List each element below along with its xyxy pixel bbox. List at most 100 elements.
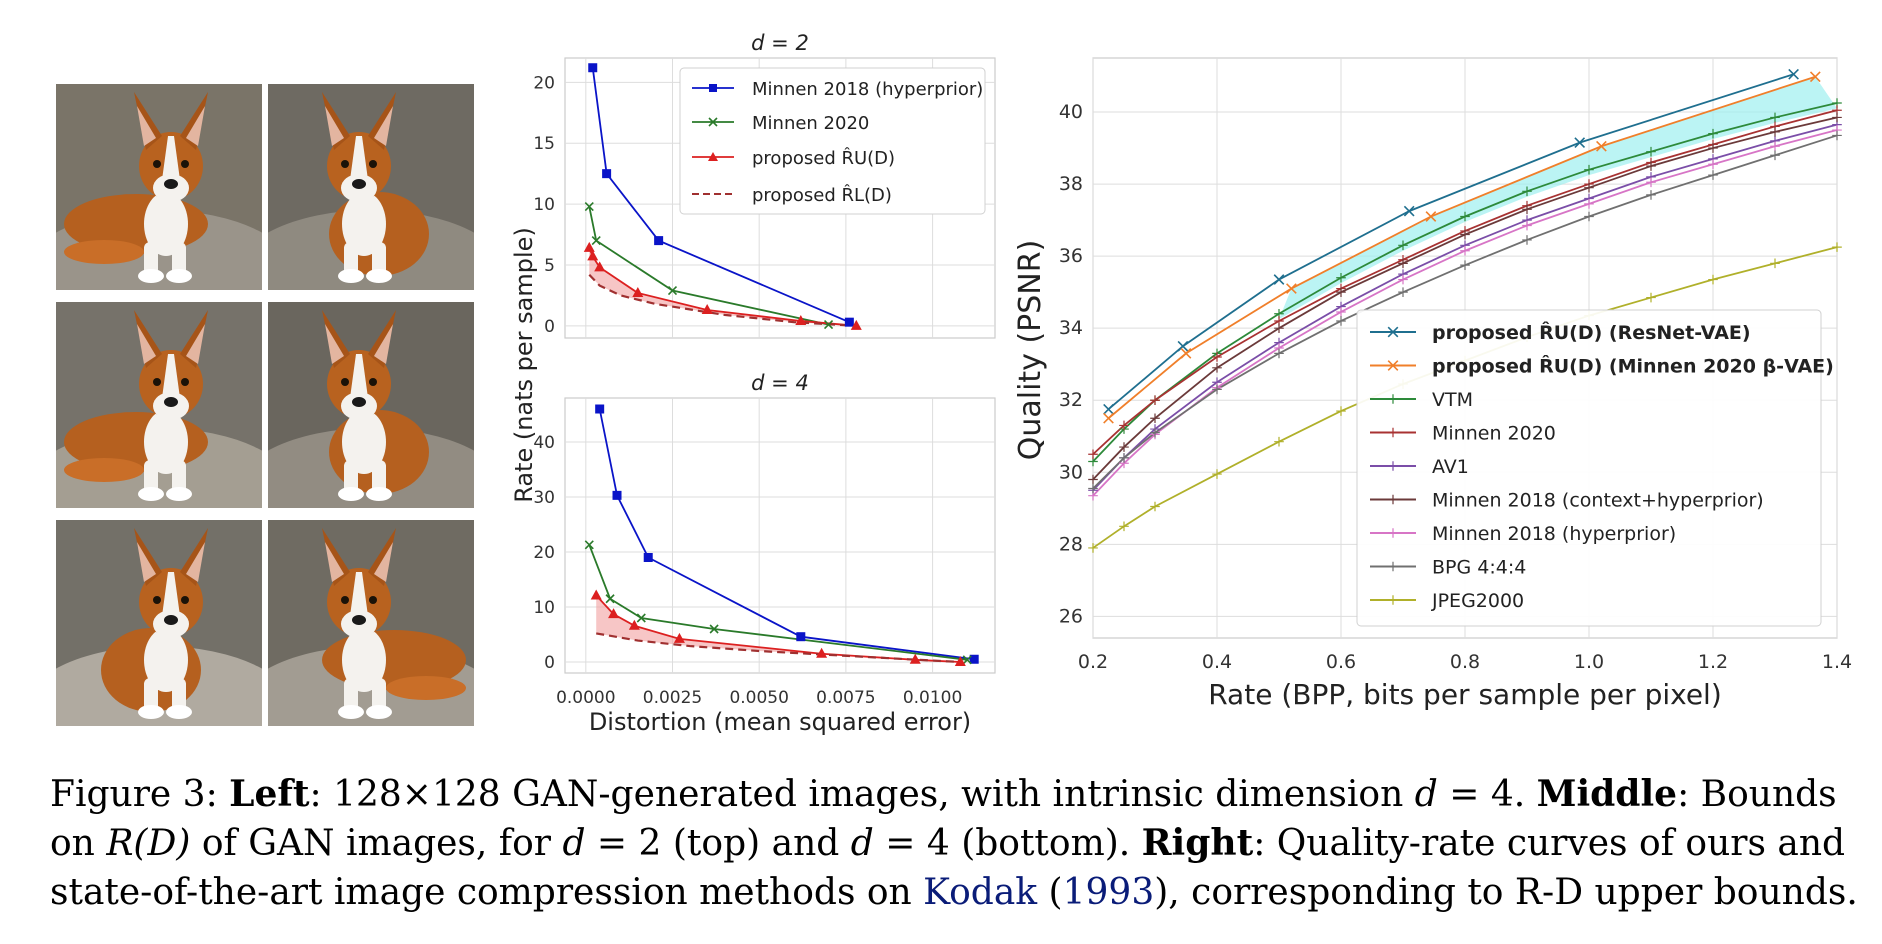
data-point-2-5-12: [1770, 127, 1780, 137]
series-line-0-0: [591, 67, 850, 324]
data-point-2-1-4: [1596, 140, 1607, 152]
data-point-2-7-3: [1212, 384, 1222, 395]
data-point-1-2-3: [673, 632, 685, 643]
data-point-2-7-0: [1088, 483, 1098, 494]
xtick-label: 1.4: [1822, 651, 1852, 673]
legend-marker-7: [1388, 561, 1398, 572]
caption-line2-a: on: [50, 823, 107, 864]
psnr-ylabel: Quality (PSNR): [1013, 240, 1048, 461]
data-point-2-2-5: [1336, 272, 1346, 283]
xtick-label: 0.2: [1078, 651, 1108, 673]
series-line-0-1: [588, 206, 829, 326]
ytick-label: 40: [1059, 101, 1083, 123]
caption-line3-c: ), corresponding to R-D upper bounds.: [1154, 872, 1858, 913]
series-line-2-1: [1107, 75, 1816, 419]
data-point-2-8-12: [1770, 258, 1780, 269]
data-point-2-5-13: [1832, 112, 1842, 123]
legend-marker-2: [1388, 394, 1398, 404]
data-point-2-2-8: [1522, 186, 1532, 197]
legend-label-2: VTM: [1432, 389, 1473, 411]
caption-kodak-link[interactable]: Kodak: [923, 872, 1038, 913]
gan-image-1: [56, 84, 262, 290]
data-point-2-2-11: [1708, 128, 1718, 139]
data-point-2-5-0: [1088, 474, 1098, 485]
data-point-2-6-5: [1336, 307, 1346, 317]
data-point-2-6-8: [1522, 220, 1532, 231]
ytick-label: 20: [533, 73, 555, 93]
caption-middle-text: : Bounds: [1677, 774, 1837, 815]
xtick-label: 0.0000: [556, 688, 615, 708]
caption-line-2: on R(D) of GAN images, for d = 2 (top) a…: [50, 819, 1870, 868]
data-point-2-5-8: [1522, 204, 1532, 215]
data-point-1-2-5: [909, 653, 921, 664]
caption-eq2-top: = 2 (top) and: [585, 823, 851, 864]
series-line-2-7: [1092, 134, 1838, 490]
legend-d2-proposed-upper: proposed R̂U(D): [752, 148, 895, 169]
data-point-0-2-3: [632, 286, 644, 297]
data-point-1-0-0: [595, 404, 605, 414]
ytick-label: 34: [1059, 317, 1083, 339]
data-point-1-1-2: [636, 613, 646, 623]
legend-marker-3: [1388, 427, 1398, 438]
middle-ylabel: Rate (nats per sample): [510, 227, 538, 503]
series-line-1-3: [596, 632, 961, 664]
data-point-2-5-11: [1708, 143, 1718, 153]
data-point-2-3-2: [1150, 395, 1160, 406]
data-point-2-7-13: [1832, 130, 1842, 141]
chart-d4: 0 10 20 30 40 0.0000 0.0025 0.0050 0.0075 0.0100…: [533, 371, 996, 736]
caption-line3-a: state-of-the-art image compression metho…: [50, 872, 924, 913]
legend-label-1: proposed R̂U(D) (Minnen 2020 β-VAE): [1432, 355, 1834, 377]
caption-right-text: : Quality-rate curves of ours and: [1253, 823, 1846, 864]
ytick-label: 36: [1059, 245, 1083, 267]
data-point-1-1-0: [584, 540, 594, 550]
ytick-label: 38: [1059, 173, 1083, 195]
data-point-2-5-1: [1119, 442, 1129, 452]
caption-line-3: state-of-the-art image compression metho…: [50, 868, 1870, 917]
data-point-0-1-2: [667, 285, 678, 296]
data-point-0-2-2: [594, 261, 606, 272]
legend-label-6: Minnen 2018 (hyperprior): [1432, 523, 1676, 545]
series-line-2-6: [1092, 129, 1838, 497]
data-point-0-0-2: [654, 236, 664, 246]
caption-line-1: Figure 3: Left: 128×128 GAN-generated im…: [50, 770, 1870, 819]
data-point-1-0-2: [643, 553, 653, 562]
data-point-2-2-6: [1398, 240, 1408, 251]
data-point-2-8-13: [1832, 242, 1842, 252]
gan-image-grid: [0, 0, 480, 740]
caption-year-link[interactable]: 1993: [1062, 872, 1155, 913]
series-line-2-5: [1092, 116, 1838, 481]
data-point-2-8-2: [1150, 501, 1160, 512]
data-point-2-2-9: [1584, 164, 1594, 175]
xtick-label: 1.0: [1574, 651, 1604, 673]
data-point-2-7-10: [1646, 190, 1656, 200]
data-point-0-1-3: [823, 320, 834, 330]
ytick-label: 10: [533, 195, 555, 215]
gan-image-5: [56, 520, 262, 726]
chart-d2-legend: Minnen 2018 (hyperprior) Minnen 2020 pro…: [679, 67, 986, 215]
legend-label-0: proposed R̂U(D) (ResNet-VAE): [1432, 322, 1751, 344]
ytick-label: 40: [533, 433, 555, 453]
gan-image-6: [268, 520, 474, 726]
data-point-0-2-4: [701, 304, 713, 314]
caption-eq4: = 4.: [1437, 774, 1537, 815]
legend-d2-proposed-lower: proposed R̂L(D): [752, 185, 892, 206]
xtick-label: 0.0025: [643, 688, 702, 708]
chart-d2: 0 5 10 15 20 d = 2 Minnen 2018 (hyperprior) …: [533, 31, 996, 339]
ytick-label: 30: [533, 488, 555, 508]
data-point-2-6-11: [1708, 159, 1718, 170]
ytick-label: 0: [544, 653, 555, 673]
psnr-xlabel: Rate (BPP, bits per sample per pixel): [1208, 678, 1722, 711]
caption-line3-b: (: [1037, 872, 1063, 913]
data-point-2-1-2: [1286, 283, 1297, 294]
ytick-label: 0: [544, 317, 555, 337]
data-point-2-5-6: [1398, 258, 1408, 269]
data-point-2-7-4: [1274, 348, 1284, 359]
data-point-0-0-1: [602, 169, 612, 179]
ytick-label: 20: [533, 543, 555, 563]
data-point-2-7-11: [1708, 170, 1718, 180]
data-point-2-7-12: [1770, 150, 1780, 161]
legend-label-5: Minnen 2018 (context+hyperprior): [1432, 490, 1764, 512]
xtick-label: 0.8: [1450, 651, 1480, 673]
series-line-2-4: [1092, 123, 1838, 491]
legend-label-8: JPEG2000: [1431, 590, 1524, 612]
